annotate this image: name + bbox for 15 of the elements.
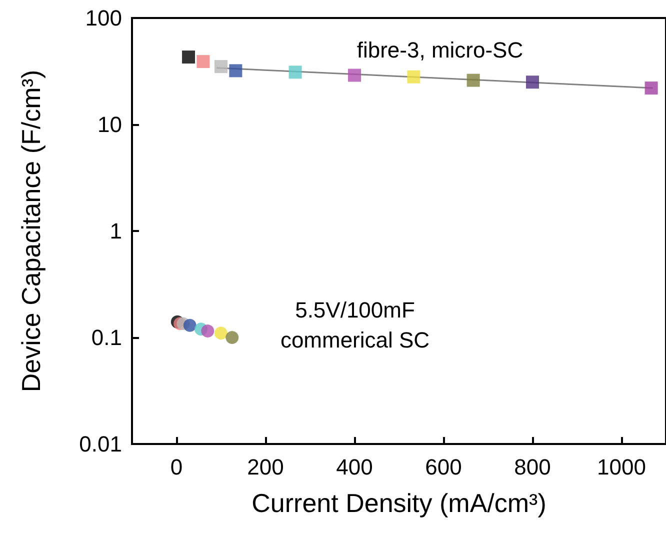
y-tick-label: 10 — [98, 112, 122, 137]
y-tick-label: 0.01 — [79, 432, 122, 456]
y-tick-label: 100 — [85, 6, 122, 30]
y-tick-label: 1 — [110, 218, 122, 244]
x-tick-label: 200 — [247, 454, 284, 480]
x-tick-label: 800 — [514, 454, 551, 480]
y-tick-label: 0.1 — [91, 325, 122, 350]
x-axis-title: Current Density (mA/cm³) — [252, 488, 546, 518]
x-tick-label: 400 — [336, 454, 373, 480]
x-tick-label: 1000 — [597, 454, 646, 480]
y-axis-title: Device Capacitance (F/cm³) — [16, 70, 46, 392]
annotation: fibre-3, micro-SC — [356, 38, 524, 62]
x-tick-label: 600 — [425, 454, 462, 480]
x-tick-label: 0 — [170, 454, 183, 480]
annotation: 5.5V/100mF commerical SC — [280, 298, 430, 352]
